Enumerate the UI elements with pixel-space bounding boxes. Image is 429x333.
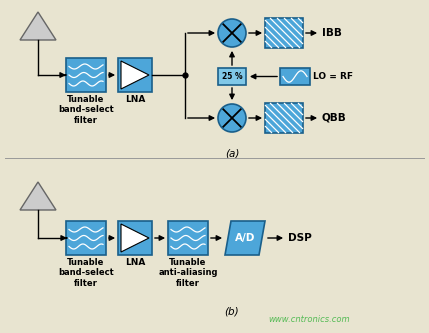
- Bar: [265, 103, 303, 133]
- Text: IBB: IBB: [322, 28, 342, 38]
- Bar: [66, 58, 106, 92]
- Text: (b): (b): [225, 307, 239, 317]
- Text: LNA: LNA: [125, 258, 145, 267]
- Text: LO = RF: LO = RF: [313, 72, 353, 81]
- Text: Tunable
band-select
filter: Tunable band-select filter: [58, 95, 114, 125]
- Bar: [280, 68, 310, 85]
- Bar: [265, 18, 303, 48]
- Bar: [118, 221, 152, 255]
- Bar: [66, 221, 106, 255]
- Text: DSP: DSP: [288, 233, 312, 243]
- Polygon shape: [121, 61, 149, 89]
- Text: LNA: LNA: [125, 95, 145, 104]
- Circle shape: [218, 104, 246, 132]
- Text: Tunable
anti-aliasing
filter: Tunable anti-aliasing filter: [158, 258, 218, 288]
- Text: (a): (a): [225, 148, 239, 158]
- Text: www.cntronics.com: www.cntronics.com: [268, 315, 350, 324]
- Polygon shape: [225, 221, 265, 255]
- Text: Tunable
band-select
filter: Tunable band-select filter: [58, 258, 114, 288]
- Circle shape: [218, 19, 246, 47]
- Polygon shape: [20, 182, 56, 210]
- Polygon shape: [20, 12, 56, 40]
- Bar: [168, 221, 208, 255]
- Text: QBB: QBB: [322, 113, 347, 123]
- Polygon shape: [121, 224, 149, 252]
- Bar: [118, 58, 152, 92]
- Text: 25 %: 25 %: [222, 72, 242, 81]
- Text: A/D: A/D: [235, 233, 255, 243]
- Bar: [218, 68, 246, 85]
